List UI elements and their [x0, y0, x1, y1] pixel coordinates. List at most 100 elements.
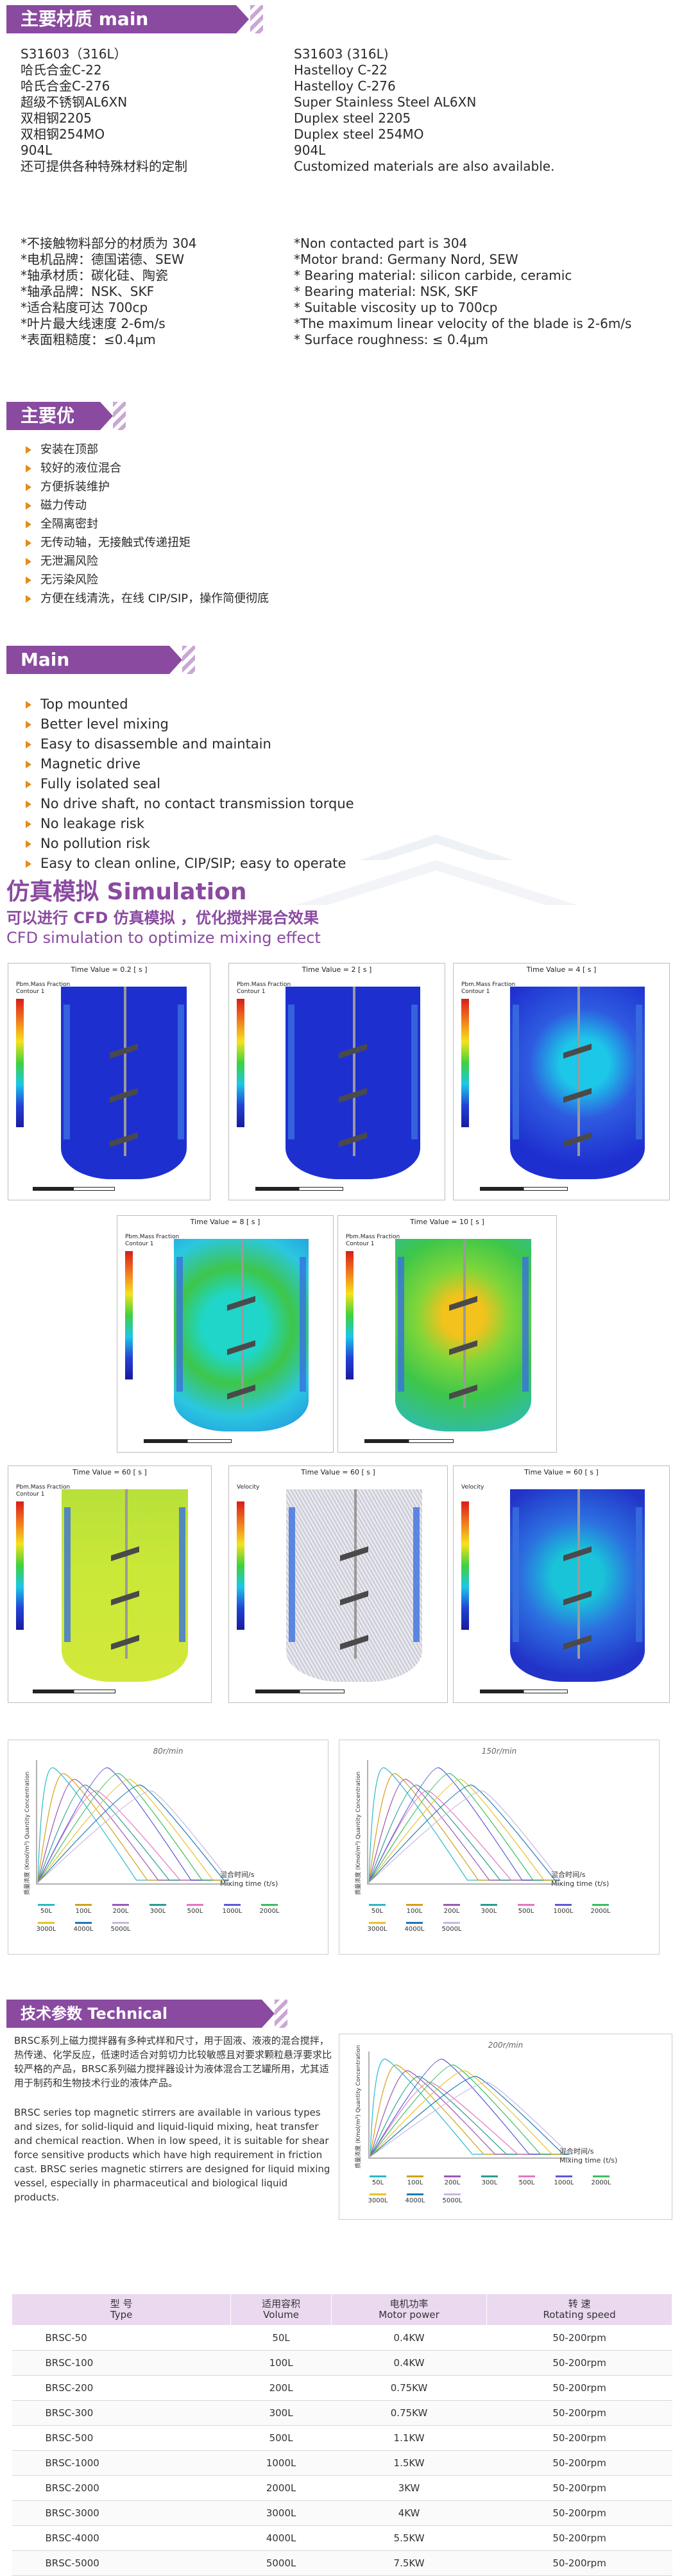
chart-series-line [37, 1773, 229, 1883]
advantage-item: 方便在线清洗，在线 CIP/SIP，操作简便彻底 [26, 589, 269, 608]
advantage-item: 较好的液位混合 [26, 459, 269, 478]
title-stripe-decoration [113, 402, 126, 430]
chart-plot-area [36, 1760, 230, 1885]
agitator-shaft [353, 987, 355, 1156]
cfd-tank-contour [510, 987, 645, 1179]
chart-y-axis-label: 质量浓度 (Kmol/m³) Quantity Concentration [355, 2044, 362, 2168]
material-line: Duplex steel 254MO [294, 126, 424, 142]
header-label-en: Rotating speed [543, 2309, 616, 2321]
advantage-item: Easy to clean online, CIP/SIP; easy to o… [26, 854, 354, 874]
chart-series-line [370, 2059, 570, 2157]
triangle-bullet-icon [26, 700, 31, 709]
triangle-bullet-icon [26, 576, 31, 584]
triangle-bullet-icon [26, 594, 31, 603]
table-row: BRSC-3000 3000L 4KW 50-200rpm [12, 2500, 672, 2526]
legend-label: 300L [481, 2179, 498, 2186]
legend-swatch [407, 2193, 423, 2195]
table-cell: 1.1KW [331, 2425, 487, 2451]
legend-swatch [112, 1922, 129, 1924]
table-cell: BRSC-2000 [12, 2475, 231, 2501]
legend-swatch [38, 1922, 55, 1924]
header-label-en: Motor power [379, 2309, 439, 2321]
advantage-item: No leakage risk [26, 814, 354, 834]
chart-legend-item: 5000L [102, 1922, 139, 1933]
table-cell: 300L [230, 2400, 332, 2426]
tank-baffle [300, 1257, 306, 1392]
legend-label: 2000L [259, 1908, 280, 1915]
header-label-cn: 型 号 [110, 2298, 133, 2310]
chart-series-line [368, 1767, 560, 1883]
legend-label: 100L [407, 2179, 423, 2186]
table-cell: 50L [230, 2325, 332, 2351]
agitator-shaft [354, 1489, 357, 1659]
tank-baffle [178, 1005, 184, 1139]
legend-swatch [75, 1922, 92, 1924]
table-cell: 50-200rpm [486, 2525, 672, 2551]
spec-line: *叶片最大线速度 2-6m/s [21, 316, 166, 331]
header-label-cn: 电机功率 [389, 2298, 429, 2310]
advantage-item-label: 全隔离密封 [40, 517, 98, 531]
legend-swatch [444, 2175, 461, 2177]
advantage-item: 磁力传动 [26, 496, 269, 515]
legend-label: 500L [187, 1908, 203, 1915]
legend-label: 50L [371, 1908, 384, 1915]
triangle-bullet-icon [26, 539, 31, 547]
chart-series-line [37, 1767, 229, 1883]
cfd-color-scale [346, 1251, 354, 1379]
scale-bar [255, 1690, 345, 1693]
section-title-text: Main advantage [21, 649, 128, 698]
legend-swatch [75, 1904, 92, 1906]
cfd-time-label: Time Value = 60 [ s ] [72, 1468, 147, 1476]
cfd-color-scale [461, 999, 469, 1127]
chart-x-axis-label: 混合时间/s Mixing time (t/s) [551, 1871, 610, 1888]
legend-swatch [149, 1904, 166, 1906]
chart-plot-area [368, 2052, 571, 2159]
legend-swatch [187, 1904, 203, 1906]
legend-swatch [406, 1922, 423, 1924]
cfd-panel: Time Value = 2 [ s ] Pbm.Mass Fraction Co… [228, 963, 445, 1200]
cfd-time-label: Time Value = 60 [ s ] [524, 1468, 599, 1476]
chart-legend-item: 50L [359, 1904, 396, 1915]
chart-series-line [370, 2059, 570, 2157]
legend-label: 200L [112, 1908, 129, 1915]
agitator-shaft [124, 1489, 128, 1659]
chart-legend-item: 300L [471, 2175, 508, 2186]
triangle-bullet-icon [26, 557, 31, 566]
spec-table: 型 号 Type 适用容积 Volume 电机功率 Motor power 转 速 Rotat… [11, 2294, 672, 2576]
table-cell: BRSC-50 [12, 2325, 231, 2351]
spec-table-header: 型 号 Type [11, 2294, 232, 2326]
legend-swatch [481, 1904, 497, 1906]
chart-legend-item: 100L [65, 1904, 102, 1915]
technical-paragraph-en: BRSC series top magnetic stirrers are av… [14, 2107, 330, 2203]
table-cell: 0.75KW [331, 2400, 487, 2426]
legend-swatch [406, 1904, 423, 1906]
table-row: BRSC-2000 2000L 3KW 50-200rpm [12, 2475, 672, 2501]
chart-legend-item: 100L [396, 1904, 433, 1915]
table-cell: 500L [230, 2425, 332, 2451]
table-cell: 100L [230, 2350, 332, 2376]
cfd-legend-title: Pbm.Mass Fraction Contour 1 [16, 981, 71, 995]
advantage-item: No pollution risk [26, 834, 354, 854]
table-cell: 1.5KW [331, 2450, 487, 2476]
material-line: Customized materials are also available. [294, 159, 555, 174]
table-cell: 0.4KW [331, 2325, 487, 2351]
chart-series-line [368, 1790, 561, 1883]
legend-label: 500L [518, 2179, 535, 2186]
chart-x-axis-label: 混合时间/s Mixing time (t/s) [220, 1871, 278, 1888]
cfd-color-scale [461, 1501, 469, 1630]
legend-swatch [518, 2175, 535, 2177]
chart-series-line [37, 1790, 230, 1883]
chart-legend-item: 3000L [28, 1922, 65, 1933]
advantage-item-label: 方便在线清洗，在线 CIP/SIP，操作简便彻底 [40, 592, 269, 605]
cfd-time-label: Time Value = 8 [ s ] [190, 1218, 260, 1226]
tank-baffle [64, 1507, 71, 1642]
scale-bar [33, 1187, 115, 1191]
simulation-title: 仿真模拟 Simulation [6, 879, 247, 905]
title-stripe-decoration [182, 646, 195, 674]
chart-legend-item: 3000L [359, 1922, 396, 1933]
material-line: Hastelloy C-22 [294, 62, 388, 78]
material-line: S31603（316L） [21, 46, 127, 62]
table-cell: 200L [230, 2375, 332, 2401]
agitator-shaft [577, 1489, 580, 1659]
simulation-subtitle-en: CFD simulation to optimize mixing effect [6, 929, 321, 947]
